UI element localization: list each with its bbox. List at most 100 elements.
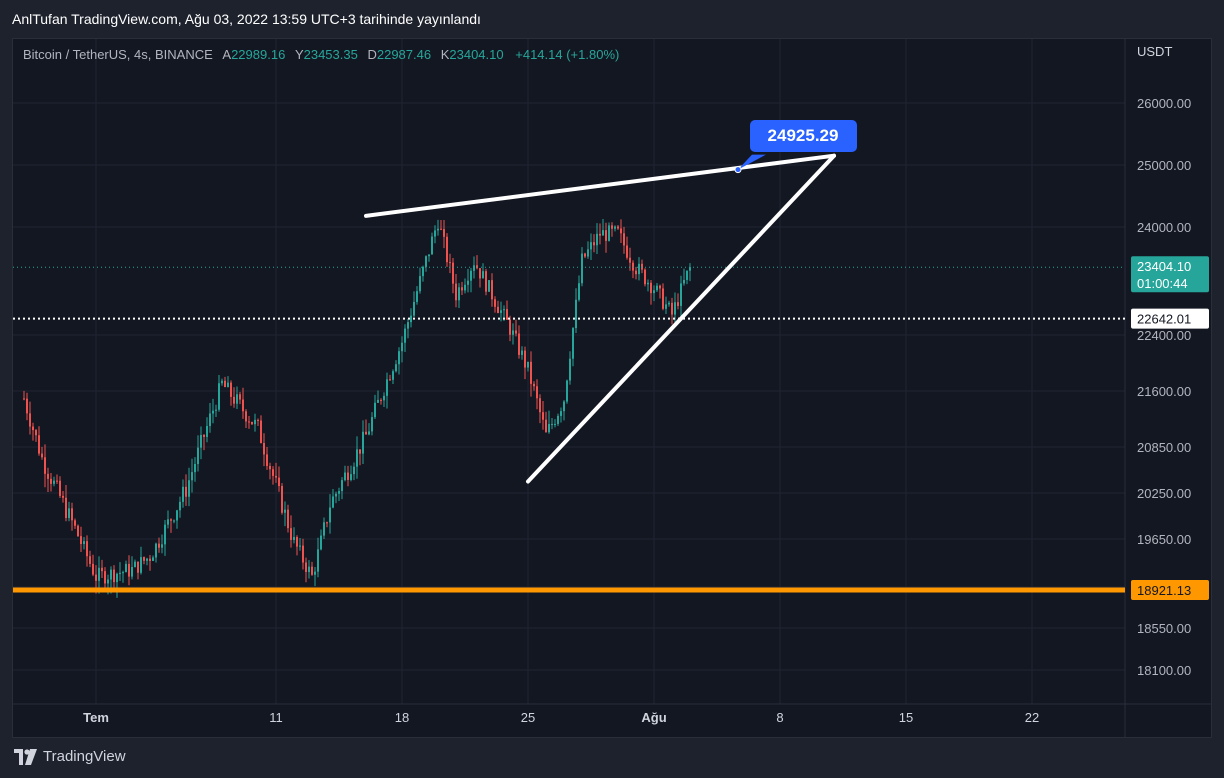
candle-body (173, 520, 175, 522)
candle-body (437, 228, 439, 231)
brand[interactable]: TradingView (14, 748, 126, 765)
candle-body (23, 398, 25, 400)
candle (662, 283, 664, 311)
candle-body (263, 443, 265, 455)
candle (419, 267, 421, 294)
candle-body (458, 287, 460, 301)
candle-body (98, 567, 100, 581)
candle-body (398, 351, 400, 365)
candle-body (344, 472, 346, 481)
price-chart[interactable]: 24925.29 USDT 26000.00 25000.00 24000.00 2240… (13, 39, 1211, 737)
candle-body (524, 350, 526, 368)
candle (554, 419, 556, 428)
legend-high-label: Y (294, 47, 304, 62)
candle (635, 266, 637, 280)
candle-body (494, 299, 496, 307)
candle-body (482, 271, 484, 279)
candle (299, 538, 301, 551)
candle (623, 226, 625, 254)
candle (365, 419, 367, 435)
candle-body (413, 301, 415, 316)
candle (680, 275, 682, 318)
candle (557, 413, 559, 426)
candle (113, 565, 115, 591)
candle (641, 259, 643, 274)
candle-body (89, 556, 91, 564)
candle-body (305, 562, 307, 572)
candle (644, 268, 646, 287)
candle-body (242, 399, 244, 412)
candle-body (338, 491, 340, 494)
price-callout-box (750, 120, 857, 152)
candle (512, 323, 514, 345)
candle (386, 372, 388, 409)
candle (248, 416, 250, 429)
candle-body (644, 269, 646, 285)
candle-body (374, 402, 376, 418)
candle (401, 336, 403, 363)
candle-body (422, 266, 424, 277)
candle (671, 297, 673, 325)
candle-body (113, 569, 115, 583)
candle (242, 387, 244, 419)
candle-body (599, 233, 601, 236)
candle-body (656, 285, 658, 291)
candle-body (143, 557, 145, 561)
candle (326, 521, 328, 528)
candle (488, 279, 490, 292)
candle (653, 285, 655, 302)
candle-body (455, 283, 457, 301)
candle (311, 561, 313, 576)
candle-body (488, 280, 490, 292)
countdown-label: 01:00:44 (1137, 276, 1188, 291)
x-tick-label: 22 (1025, 710, 1039, 725)
candle-body (266, 454, 268, 466)
candle (335, 491, 337, 504)
candle-body (74, 520, 76, 526)
candle-body (431, 236, 433, 255)
candle (218, 374, 220, 412)
candle-body (281, 486, 283, 513)
candle-body (677, 302, 679, 306)
candle (572, 327, 574, 367)
candle (80, 526, 82, 552)
candle-body (629, 257, 631, 263)
candle-body (341, 480, 343, 492)
candle (233, 387, 235, 408)
candle (437, 219, 439, 236)
candle (158, 537, 160, 553)
candle-body (407, 322, 409, 329)
candle-body (548, 423, 550, 433)
candle (101, 559, 103, 579)
candle (266, 447, 268, 470)
candle (383, 392, 385, 407)
candle (320, 529, 322, 551)
y-tick-label: 24000.00 (1137, 220, 1191, 235)
candle-body (161, 544, 163, 548)
lower-trendline (526, 153, 836, 484)
candle-body (182, 486, 184, 502)
candle (47, 467, 49, 493)
candle (368, 423, 370, 436)
candle (689, 263, 691, 282)
candle (92, 554, 94, 577)
candle (257, 418, 259, 427)
legend-open: 22989.16 (231, 47, 286, 62)
candle-body (536, 386, 538, 399)
candle-body (380, 399, 382, 401)
chart-pane[interactable]: 24925.29 USDT 26000.00 25000.00 24000.00 2240… (12, 38, 1212, 738)
legend-symbol[interactable]: Bitcoin / TetherUS, 4s, BINANCE (23, 47, 213, 62)
candle (44, 444, 46, 488)
marked-level-badge (1131, 308, 1209, 329)
candle-body (149, 558, 151, 561)
candle-body (386, 379, 388, 396)
candle (440, 220, 442, 231)
candle-body (527, 361, 529, 368)
candle (209, 402, 211, 433)
candle (611, 222, 613, 237)
candle-body (560, 411, 562, 416)
candle-body (146, 558, 148, 561)
candle (344, 465, 346, 482)
candle-body (467, 280, 469, 285)
candle (53, 476, 55, 487)
